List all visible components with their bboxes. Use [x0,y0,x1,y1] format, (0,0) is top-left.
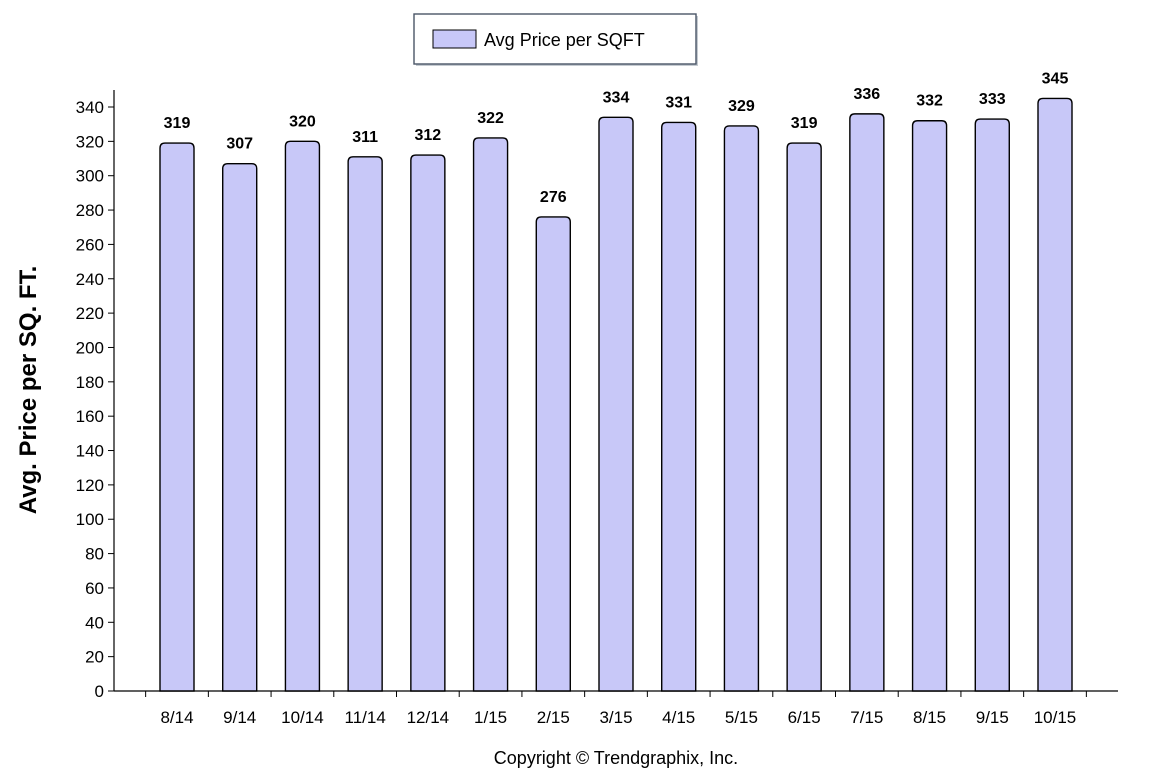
bars [159,97,1073,692]
legend-swatch [432,29,477,49]
bar [974,118,1010,692]
bar-value-label: 336 [854,86,881,103]
y-tick-label: 200 [76,338,104,357]
bar [410,154,446,692]
x-tick-label: 6/15 [788,708,821,727]
bar [723,125,760,692]
y-tick-label: 140 [76,442,104,461]
x-tick-label: 8/15 [913,708,946,727]
x-tick-label: 8/14 [160,708,193,727]
x-tick-label: 11/14 [345,708,386,727]
x-tick-label: 9/15 [976,708,1009,727]
y-tick-label: 240 [76,270,104,289]
x-tick-label: 9/14 [223,708,256,727]
y-tick-label: 0 [95,682,104,701]
y-tick-label: 60 [85,579,104,598]
bar-value-label: 312 [415,127,442,144]
y-tick-label: 100 [76,510,104,529]
bar-value-label: 319 [791,115,818,132]
bar [535,216,571,692]
data-labels: 319 307 320 311 312 322 276 334 331 329 319 336 332 3… [164,70,1069,206]
y-axis-title: Avg. Price per SQ. FT. [15,266,42,515]
copyright-text: Copyright © Trendgraphix, Inc. [494,748,738,768]
x-tick-label: 10/15 [1034,708,1077,727]
bar-value-label: 307 [226,136,253,153]
bar [159,142,195,692]
bar-value-label: 334 [603,89,630,106]
x-tick-label: 7/15 [850,708,883,727]
bar [849,113,885,692]
x-ticks: 8/14 9/14 10/14 11/14 12/14 1/15 2/15 3/15 4/15 5… [145,691,1087,727]
x-tick-label: 10/14 [281,708,324,727]
bar-value-label: 331 [665,94,692,111]
bar [347,156,383,692]
y-tick-label: 180 [76,373,104,392]
x-tick-label: 1/15 [474,708,507,727]
y-tick-label: 320 [76,132,104,151]
y-tick-label: 300 [76,167,104,186]
x-tick-label: 2/15 [537,708,570,727]
bar-value-label: 311 [352,129,378,146]
y-tick-label: 80 [85,545,104,564]
legend-label: Avg Price per SQFT [484,30,645,50]
bar-value-label: 345 [1042,70,1069,87]
bar-value-label: 320 [289,113,316,130]
bar [786,142,822,692]
y-tick-label: 280 [76,201,104,220]
x-tick-label: 4/15 [662,708,695,727]
y-tick-label: 340 [76,98,104,117]
y-tick-label: 120 [76,476,104,495]
y-ticks: 0 20 40 60 80 100 120 140 160 180 200 220 240 260 280 3… [76,98,114,701]
x-tick-label: 3/15 [599,708,632,727]
y-tick-label: 40 [85,613,104,632]
x-tick-label: 5/15 [725,708,758,727]
bar [598,116,634,692]
bar [661,121,697,692]
bar [284,140,321,692]
bar-value-label: 319 [164,115,191,132]
bar [472,137,509,692]
bar [222,162,258,692]
y-tick-label: 160 [76,407,104,426]
bar-value-label: 333 [979,91,1006,108]
bar-value-label: 276 [540,189,567,206]
legend: Avg Price per SQFT [413,13,698,66]
x-tick-label: 12/14 [407,708,450,727]
y-tick-label: 260 [76,235,104,254]
y-tick-label: 220 [76,304,104,323]
bar-value-label: 332 [916,93,943,110]
bar-value-label: 329 [728,98,755,115]
bar [1037,97,1073,692]
y-tick-label: 20 [85,648,104,667]
bar-value-label: 322 [477,110,504,127]
bar [911,120,948,692]
